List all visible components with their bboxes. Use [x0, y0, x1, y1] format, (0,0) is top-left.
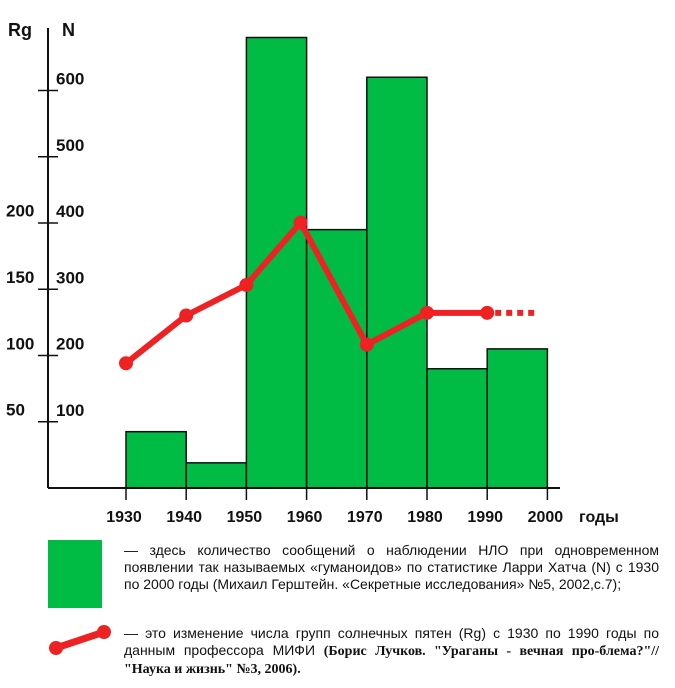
ufo-report-bars — [125, 36, 549, 489]
sunspot-series — [119, 215, 538, 371]
legend-line-text: — это изменение числа групп солнечных пя… — [124, 625, 659, 658]
sunspot-point-1970 — [359, 337, 374, 352]
x-tick-label-1990: 1990 — [467, 509, 503, 526]
bar-1930 — [125, 430, 187, 489]
x-tick-label-1950: 1950 — [227, 509, 263, 526]
ufo-sunspot-chart: 100 200 300 400 500 600 50 100 150 200 Rg N 1930 1940… — [6, 20, 619, 526]
legend-bar-swatch — [48, 540, 102, 608]
n-tick-label-400: 400 — [56, 202, 84, 221]
n-tick-label-100: 100 — [56, 401, 84, 420]
sunspot-point-1980 — [420, 305, 434, 320]
rg-tick-label-100: 100 — [6, 334, 34, 353]
legend-line-description: — это изменение числа групп солнечных пя… — [124, 625, 659, 678]
sunspot-point-1959 — [293, 215, 308, 230]
bar-1950 — [245, 36, 308, 489]
x-tick-label-1980: 1980 — [407, 509, 443, 526]
n-tick-label-600: 600 — [56, 70, 84, 89]
n-axis-title: N — [62, 20, 75, 40]
bar-1970 — [366, 76, 428, 489]
legend-line-citation: (Борис Лучков. "Ураганы - вечная про-бле… — [124, 644, 659, 677]
x-unit-label: годы — [579, 509, 619, 526]
legend-bars-description: — здесь количество сообщений о наблюдени… — [124, 542, 659, 592]
rg-tick-label-50: 50 — [6, 401, 25, 420]
chart-axes — [38, 28, 560, 500]
x-tick-label-1960: 1960 — [287, 509, 323, 526]
bar-1960 — [305, 228, 368, 489]
n-tick-label-200: 200 — [56, 335, 84, 354]
bar-1980 — [426, 368, 488, 489]
rg-tick-label-150: 150 — [6, 268, 34, 287]
sunspot-point-1940 — [179, 308, 194, 323]
legend-line-swatch — [49, 625, 111, 655]
bar-1940 — [185, 462, 248, 489]
n-tick-label-300: 300 — [56, 268, 84, 287]
x-tick-label-1970: 1970 — [347, 509, 383, 526]
n-tick-label-500: 500 — [56, 136, 84, 155]
sunspot-point-1950 — [239, 277, 254, 292]
rg-axis-title: Rg — [8, 20, 32, 40]
x-tick-label-1930: 1930 — [106, 509, 142, 526]
rg-tick-label-200: 200 — [6, 202, 34, 221]
x-tick-label-2000: 2000 — [528, 509, 564, 526]
bar-1990 — [486, 348, 549, 489]
sunspot-point-1930 — [119, 356, 133, 371]
axis-labels: 100 200 300 400 500 600 50 100 150 200 Rg N 1930 1940… — [6, 20, 619, 526]
sunspot-point-1990 — [480, 305, 495, 320]
x-tick-label-1940: 1940 — [166, 509, 202, 526]
